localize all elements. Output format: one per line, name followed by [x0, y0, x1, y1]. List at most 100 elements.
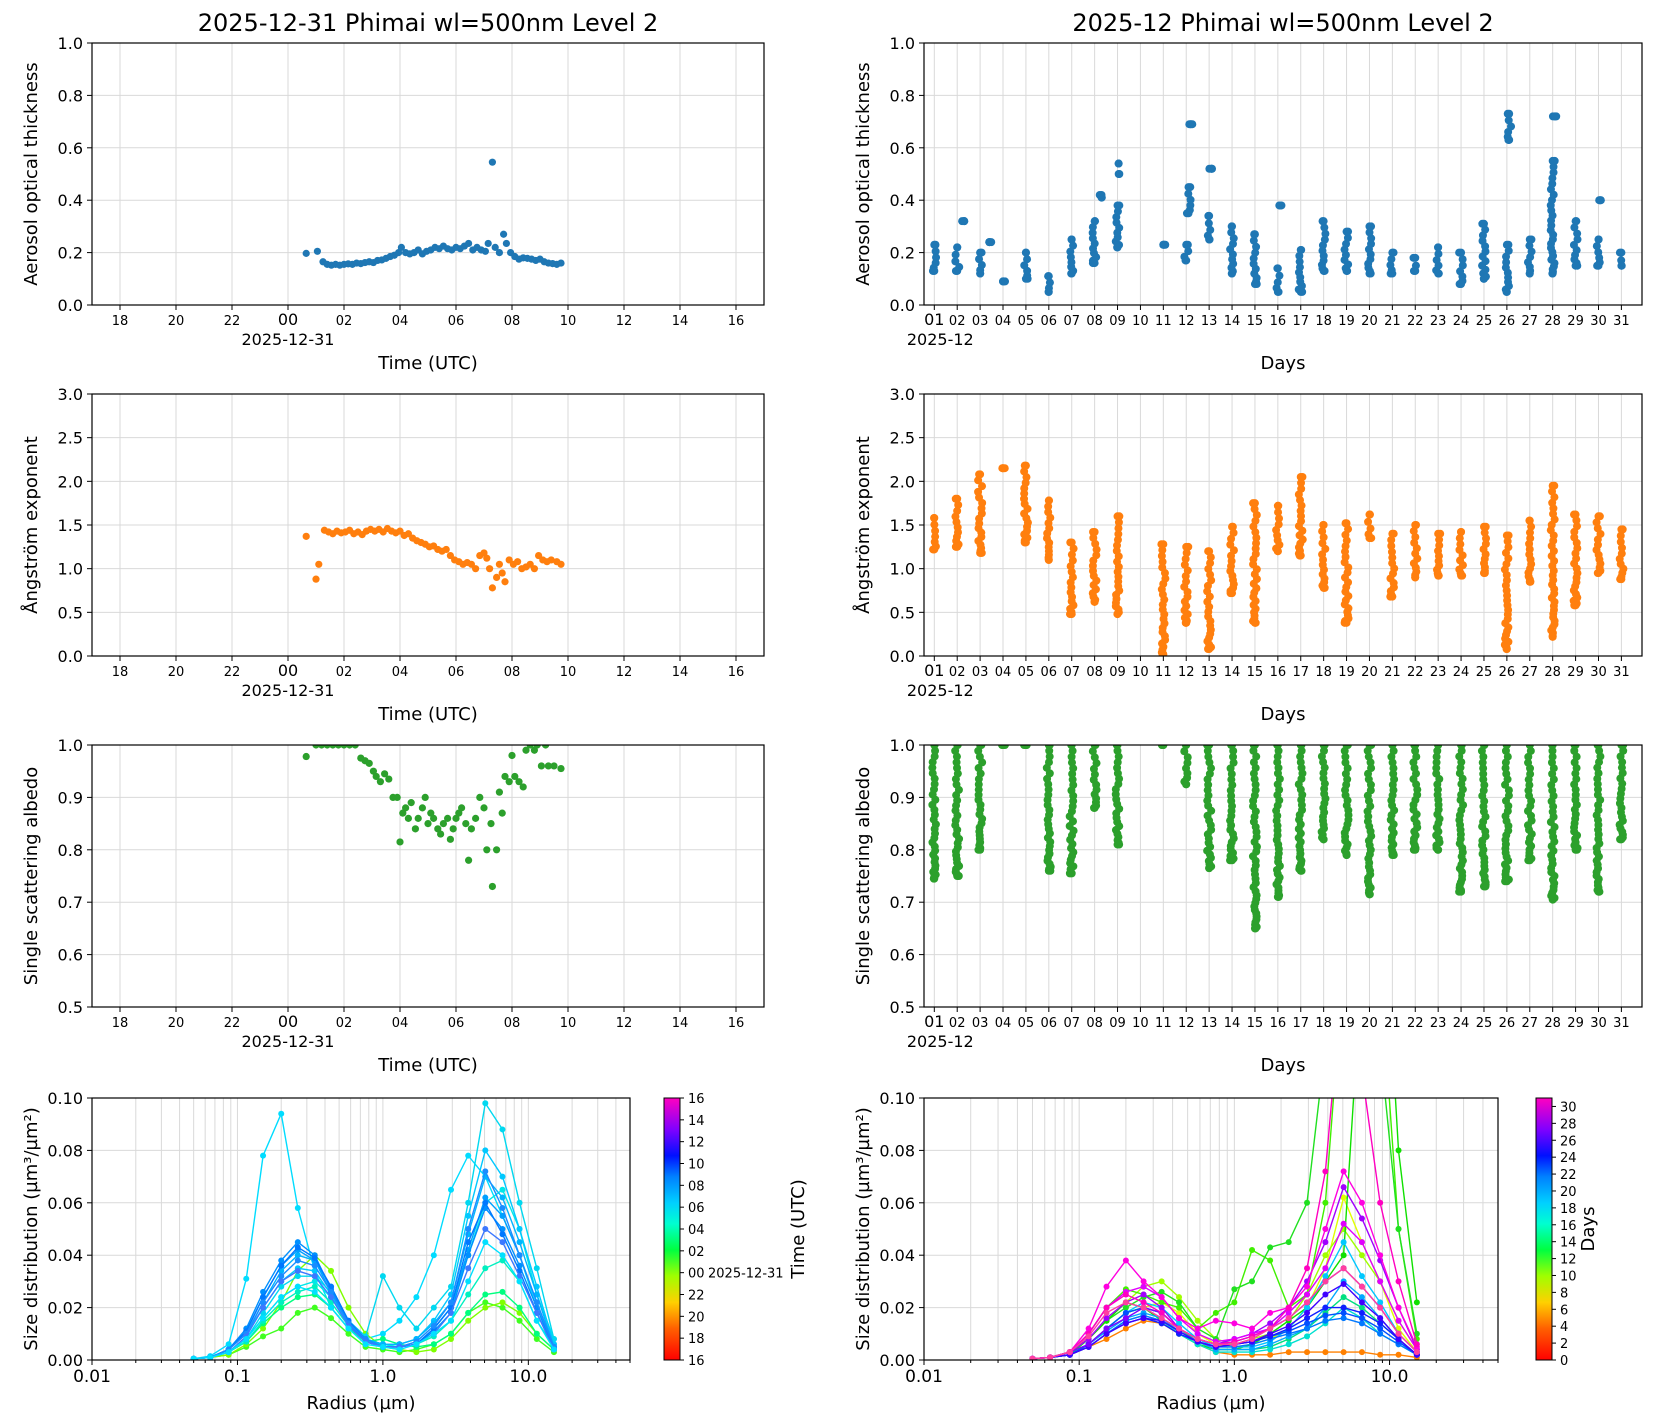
- data-point: [1432, 769, 1441, 778]
- series-point: [379, 1273, 386, 1280]
- series-point: [1158, 1315, 1165, 1322]
- y-tick-label: 1.0: [890, 560, 915, 579]
- data-point: [1479, 775, 1488, 784]
- series-point: [1140, 1299, 1147, 1306]
- data-point-min: [1525, 577, 1534, 586]
- data-point-min: [1067, 269, 1076, 278]
- y-tick-label: 1.0: [58, 34, 83, 53]
- x-tick-label: 10: [560, 314, 577, 329]
- x-tick-label: 14: [1224, 1016, 1241, 1031]
- data-point: [1573, 235, 1582, 244]
- data-point: [1342, 239, 1351, 248]
- y-tick-label: 0.8: [890, 841, 915, 860]
- data-point: [488, 158, 496, 166]
- x-tick-label: 00: [278, 1012, 298, 1031]
- series-point: [328, 1294, 335, 1301]
- data-point: [500, 230, 508, 238]
- x-tick-label: 20: [168, 1016, 185, 1031]
- y-tick-label: 0.10: [47, 1089, 83, 1108]
- data-point-min: [976, 269, 985, 278]
- data-point-min: [1113, 840, 1122, 849]
- colorbar-tick-label: 20: [688, 1310, 705, 1325]
- y-tick-label: 0.0: [890, 296, 915, 315]
- data-point-max: [1342, 745, 1351, 749]
- x-tick-label: 24: [1453, 314, 1470, 329]
- data-point: [1411, 746, 1420, 755]
- data-point: [1435, 541, 1444, 550]
- data-point: [511, 772, 519, 781]
- x-tick-label: 27: [1522, 314, 1539, 329]
- data-point-max: [999, 464, 1008, 473]
- y-tick-label: 0.5: [58, 603, 83, 622]
- x-tick-label: 02: [949, 1016, 966, 1031]
- x-tick-label: 0.01: [73, 1367, 111, 1387]
- x-tick-label: 11: [1155, 314, 1172, 329]
- data-point: [515, 778, 523, 786]
- colorbar-label: Days: [1578, 1207, 1599, 1252]
- x-tick-label: 12: [1178, 665, 1195, 680]
- series-point: [1413, 1349, 1420, 1356]
- data-point: [302, 752, 310, 761]
- data-point: [1044, 502, 1053, 511]
- data-point: [953, 506, 962, 515]
- series-point: [1341, 964, 1347, 970]
- x-tick-label: 20: [168, 314, 185, 329]
- series-line: [193, 1291, 555, 1360]
- series-point: [465, 1239, 472, 1246]
- data-point: [550, 762, 558, 770]
- y-axis-label: Size distribution (µm³/µm²): [21, 1107, 42, 1350]
- data-point: [530, 565, 539, 573]
- data-point: [372, 772, 380, 781]
- x-tick-label: 18: [112, 665, 129, 680]
- data-point-min: [930, 874, 939, 883]
- series-point: [1103, 1325, 1110, 1332]
- series-line: [193, 1169, 555, 1360]
- data-point: [444, 814, 452, 822]
- series-point: [1358, 1252, 1365, 1259]
- y-tick-label: 0.2: [890, 244, 915, 263]
- data-point-max: [1388, 745, 1397, 749]
- data-point-max: [953, 745, 962, 749]
- data-point-max: [1114, 159, 1123, 168]
- series-point: [516, 1226, 523, 1232]
- data-point-max: [1228, 745, 1237, 749]
- data-point-max: [1250, 499, 1259, 508]
- data-point-max: [1365, 222, 1374, 231]
- series-point: [243, 1275, 250, 1282]
- series-point: [311, 1278, 318, 1285]
- data-point-max: [1205, 745, 1214, 749]
- y-tick-label: 0.9: [890, 788, 915, 807]
- x-tick-label: 12: [616, 1016, 633, 1031]
- x-tick-label: 20: [168, 665, 185, 680]
- colorbar-tick-label: 22: [688, 1289, 705, 1304]
- data-point: [557, 560, 565, 568]
- data-point: [1206, 553, 1215, 562]
- series-point: [499, 1126, 506, 1133]
- series-point: [1340, 1194, 1347, 1201]
- y-tick-label: 1.5: [890, 516, 915, 535]
- data-point: [951, 250, 960, 259]
- series-point: [345, 1330, 352, 1337]
- data-point-max: [1090, 217, 1099, 226]
- series-line: [1032, 1098, 1418, 1360]
- data-point-min: [1159, 650, 1168, 656]
- series-point: [1322, 1349, 1329, 1356]
- x-tick-label: 15: [1247, 1016, 1264, 1031]
- data-point: [1229, 752, 1238, 761]
- series-point: [1377, 964, 1383, 970]
- data-point-max: [1184, 183, 1193, 192]
- series-point: [1122, 1291, 1129, 1298]
- x-tick-label: 15: [1247, 314, 1264, 329]
- data-point-max: [1097, 190, 1106, 199]
- data-point-min: [1502, 287, 1511, 296]
- series-point: [1122, 1299, 1129, 1306]
- data-point: [1089, 533, 1098, 542]
- x-tick-label: 21: [1384, 1016, 1401, 1031]
- x-tick-label: 27: [1522, 665, 1539, 680]
- data-point: [1526, 770, 1535, 779]
- x-tick-label: 22: [1407, 1016, 1424, 1031]
- data-point: [1387, 255, 1396, 264]
- series-line: [1032, 1098, 1418, 1360]
- series-point: [430, 1330, 437, 1337]
- y-tick-label: 0.0: [890, 647, 915, 666]
